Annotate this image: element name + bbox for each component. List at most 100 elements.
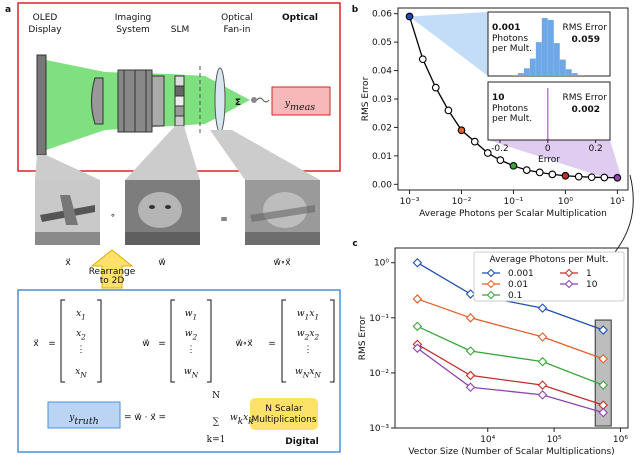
sum-sign: ∑ — [213, 417, 220, 427]
projection — [35, 155, 100, 180]
component-label: Fan-in — [223, 25, 250, 35]
inset-metric: RMS Error — [562, 23, 607, 33]
legend-marker — [564, 268, 574, 278]
marker — [598, 380, 608, 390]
histogram-bar — [523, 68, 530, 76]
vector-entry: ⋮ — [77, 345, 86, 355]
equation: = w⃗ · x⃗ = — [124, 413, 166, 423]
marker — [537, 303, 548, 313]
legend-label: 0.1 — [508, 291, 522, 301]
x-tick-label: 10⁻³ — [400, 197, 420, 207]
histogram-bar — [529, 58, 536, 76]
vector-entry: xN — [75, 367, 87, 379]
x-tick-label: 10⁻¹ — [504, 197, 524, 207]
marker — [418, 55, 427, 64]
inset-wedge — [409, 12, 488, 76]
x-axis-label: Average Photons per Scalar Multiplicatio… — [419, 209, 607, 219]
image-shape — [245, 232, 320, 245]
y-tick-label: 0.03 — [372, 95, 392, 105]
component-label: Imaging — [115, 13, 152, 23]
fan-in-lens — [214, 67, 226, 133]
image-shape — [250, 205, 315, 222]
math-subscript: meas — [290, 102, 315, 113]
bracket — [60, 299, 65, 383]
inset-x-tick-label: -0.2 — [491, 144, 509, 154]
highlight-box — [594, 319, 612, 427]
vector-entry: w2x2 — [297, 329, 320, 341]
image-label: x⃗ — [65, 258, 71, 268]
marker — [548, 170, 557, 179]
marker — [405, 12, 414, 21]
vector-entry: w1 — [185, 309, 197, 321]
note: N Scalar — [265, 404, 303, 414]
vector-name: w⃗ — [142, 339, 149, 349]
marker — [561, 171, 570, 180]
bracket — [330, 299, 335, 383]
y-meas: ymeas — [284, 99, 315, 113]
series-line — [417, 347, 604, 414]
component-label: OLED — [33, 13, 58, 23]
sum-limit: k=1 — [207, 435, 226, 445]
marker — [537, 390, 548, 400]
inset-metric-value: 0.002 — [572, 105, 600, 115]
x-tick-label: 10⁻² — [452, 197, 472, 207]
histogram-bar — [548, 138, 550, 140]
legend-label: 10 — [586, 280, 598, 290]
y-tick-label: 0.06 — [372, 10, 392, 20]
vector-entry: w1x1 — [297, 309, 319, 321]
y-tick-label: 0.05 — [372, 38, 392, 48]
slm-pixel — [174, 75, 185, 87]
panel-label: b — [352, 5, 359, 15]
plot-frame — [394, 247, 629, 429]
wire — [256, 97, 270, 103]
math-base: y — [284, 99, 291, 109]
math-base: w — [185, 309, 193, 319]
legend-label: 1 — [586, 269, 592, 279]
marker — [444, 106, 453, 115]
math-base: x — [309, 309, 314, 319]
marker — [483, 149, 492, 157]
image-shape — [35, 232, 100, 245]
imaging-lens-2 — [151, 75, 165, 127]
component-label: Optical — [221, 13, 253, 23]
marker — [574, 172, 583, 181]
image-label: w⃗∘x⃗ — [273, 258, 291, 268]
image-shape — [149, 205, 155, 209]
marker — [412, 343, 423, 354]
x-tick-label: 10⁰ — [558, 197, 573, 207]
y-tick-label: 10⁻³ — [369, 424, 389, 434]
math-subscript: N — [191, 370, 199, 379]
link-arrow — [611, 174, 634, 257]
math-subscript: N — [79, 370, 87, 379]
vector-entry: wN — [184, 367, 199, 379]
panel-label: c — [352, 239, 357, 249]
sum-limit: N — [212, 391, 220, 401]
histogram-bar — [511, 75, 518, 76]
math-subscript: 2 — [313, 332, 319, 341]
histogram-bar — [546, 138, 548, 140]
inset-wedge — [488, 140, 622, 178]
x-axis-label: Vector Size (Number of Scalar Multiplica… — [408, 447, 614, 455]
slm-pixel — [174, 95, 185, 107]
y-axis-label: RMS Error — [358, 315, 368, 360]
math-base: w — [185, 329, 193, 339]
note-box — [250, 398, 318, 430]
component-label: Display — [28, 25, 62, 35]
histogram-bar — [553, 43, 560, 76]
bracket — [97, 299, 102, 383]
operator: ∘ — [110, 211, 116, 221]
image-label: w⃗ — [158, 258, 165, 268]
math-subscript: 2 — [304, 332, 310, 341]
series-line — [417, 325, 604, 386]
vector-entry: x2 — [76, 329, 86, 341]
marker — [465, 313, 476, 323]
histogram-bar — [541, 18, 548, 76]
marker — [496, 156, 505, 164]
legend-marker — [486, 290, 496, 300]
vector-entry: ⋮ — [187, 345, 196, 355]
slm-pixel — [174, 85, 185, 97]
inset-metric: RMS Error — [562, 93, 607, 103]
projection — [125, 126, 200, 180]
math-subscript: k — [238, 417, 243, 427]
